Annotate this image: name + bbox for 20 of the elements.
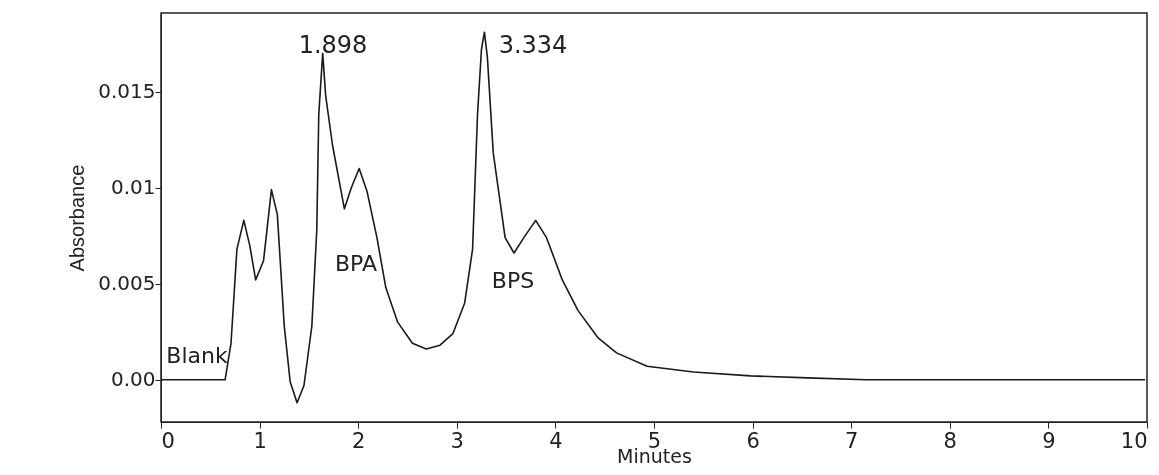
x-tick-label: 0 <box>161 428 175 453</box>
y-axis-title: Absorbance <box>66 164 89 272</box>
y-tick-label: 0.01 <box>110 175 156 200</box>
y-tick-label: 0.005 <box>98 271 156 296</box>
x-tick-label: 4 <box>549 428 563 453</box>
annotation: 1.898 <box>298 31 368 59</box>
x-tick-label: 10 <box>1120 428 1148 453</box>
y-tick-label: 0.015 <box>98 79 156 104</box>
annotation: BPS <box>491 268 535 293</box>
x-tick-label: 2 <box>352 428 366 453</box>
x-tick-label: 6 <box>746 428 760 453</box>
x-tick-label: 3 <box>450 428 464 453</box>
y-tick-label: 0.00 <box>110 367 156 392</box>
annotation: BPA <box>334 251 378 276</box>
x-tick-label: 1 <box>253 428 267 453</box>
x-tick-label: 7 <box>845 428 859 453</box>
x-tick-label: 9 <box>1042 428 1056 453</box>
annotation: 3.334 <box>498 31 568 59</box>
annotation: Blank <box>166 343 228 368</box>
x-tick-label: 8 <box>943 428 957 453</box>
